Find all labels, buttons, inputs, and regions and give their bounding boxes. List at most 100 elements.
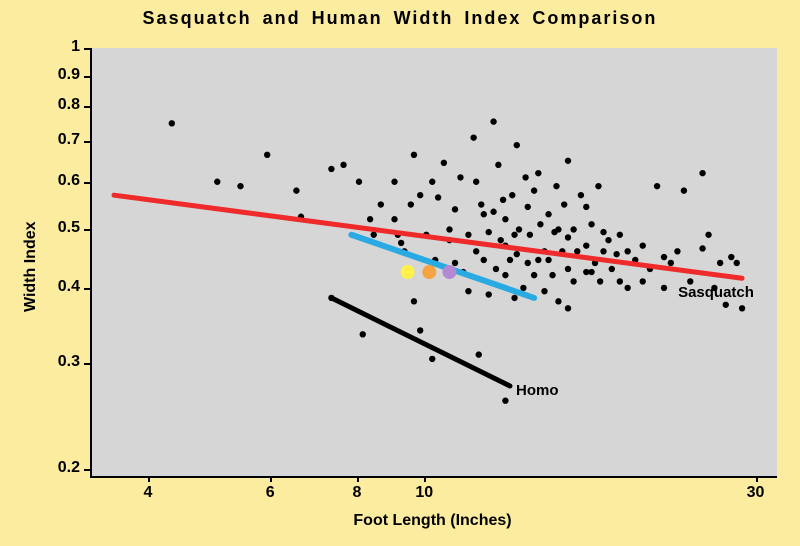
data-point <box>578 192 584 198</box>
y-tick-label: 0.2 <box>58 459 80 477</box>
x-tick <box>148 476 150 482</box>
y-tick-label: 0.6 <box>58 172 80 190</box>
data-point <box>465 288 471 294</box>
data-point <box>613 251 619 257</box>
data-point <box>478 201 484 207</box>
data-point <box>549 272 555 278</box>
data-point <box>371 232 377 238</box>
data-point <box>535 170 541 176</box>
data-point <box>511 295 517 301</box>
orange-marker <box>422 265 436 279</box>
data-point <box>398 240 404 246</box>
data-point <box>525 260 531 266</box>
data-point <box>391 216 397 222</box>
data-point <box>570 278 576 284</box>
x-axis-label: Foot Length (Inches) <box>90 512 775 530</box>
data-point <box>541 288 547 294</box>
chart-title: Sasquatch and Human Width Index Comparis… <box>0 8 800 29</box>
data-point <box>668 260 674 266</box>
data-point <box>486 229 492 235</box>
data-point <box>545 257 551 263</box>
x-tick <box>756 476 758 482</box>
data-point <box>561 201 567 207</box>
y-tick <box>84 106 90 108</box>
y-tick <box>84 288 90 290</box>
data-point <box>661 285 667 291</box>
data-point <box>617 232 623 238</box>
data-point <box>473 248 479 254</box>
x-tick-label: 30 <box>741 484 771 502</box>
data-point <box>537 221 543 227</box>
data-point <box>378 201 384 207</box>
data-point <box>570 226 576 232</box>
data-point <box>597 278 603 284</box>
yellow-marker <box>401 265 415 279</box>
data-point <box>264 152 270 158</box>
x-tick-label: 8 <box>342 484 372 502</box>
data-point <box>640 242 646 248</box>
data-point <box>535 257 541 263</box>
data-point <box>640 278 646 284</box>
data-point <box>705 232 711 238</box>
data-point <box>565 158 571 164</box>
data-point <box>502 272 508 278</box>
data-point <box>699 245 705 251</box>
data-point <box>340 162 346 168</box>
y-tick-label: 1 <box>71 38 80 56</box>
y-axis-label: Width Index <box>22 221 40 312</box>
data-point <box>723 302 729 308</box>
homo-line <box>331 298 510 386</box>
data-point <box>169 120 175 126</box>
y-tick <box>84 76 90 78</box>
purple-marker <box>442 265 456 279</box>
data-point <box>588 269 594 275</box>
y-tick <box>84 229 90 231</box>
y-tick-label: 0.3 <box>58 353 80 371</box>
y-tick <box>84 469 90 471</box>
homo-line-label: Homo <box>516 382 559 399</box>
data-point <box>583 242 589 248</box>
data-point <box>509 192 515 198</box>
y-tick <box>84 141 90 143</box>
data-point <box>595 183 601 189</box>
x-tick-label: 6 <box>255 484 285 502</box>
data-point <box>555 298 561 304</box>
data-point <box>565 234 571 240</box>
data-point <box>465 232 471 238</box>
chart-frame: Sasquatch and Human Width Index Comparis… <box>0 0 800 546</box>
data-point <box>605 237 611 243</box>
data-point <box>452 260 458 266</box>
data-point <box>565 266 571 272</box>
y-tick <box>84 363 90 365</box>
data-point <box>495 162 501 168</box>
data-point <box>391 179 397 185</box>
data-point <box>583 204 589 210</box>
data-point <box>661 254 667 260</box>
x-tick-label: 4 <box>133 484 163 502</box>
data-point <box>446 226 452 232</box>
data-point <box>531 272 537 278</box>
data-point <box>481 211 487 217</box>
y-tick-label: 0.9 <box>58 66 80 84</box>
data-point <box>457 174 463 180</box>
y-tick-label: 0.8 <box>58 96 80 114</box>
data-point <box>699 170 705 176</box>
y-tick-label: 0.4 <box>58 278 80 296</box>
data-point <box>490 118 496 124</box>
data-point <box>237 183 243 189</box>
data-point <box>514 142 520 148</box>
data-point <box>214 179 220 185</box>
data-point <box>527 232 533 238</box>
data-point <box>674 248 680 254</box>
data-point <box>486 291 492 297</box>
data-point <box>624 285 630 291</box>
plot-area <box>90 48 777 478</box>
x-tick <box>424 476 426 482</box>
data-point <box>617 278 623 284</box>
x-tick <box>270 476 272 482</box>
data-point <box>417 327 423 333</box>
data-point <box>408 201 414 207</box>
data-point <box>500 197 506 203</box>
data-point <box>476 351 482 357</box>
data-point <box>520 285 526 291</box>
